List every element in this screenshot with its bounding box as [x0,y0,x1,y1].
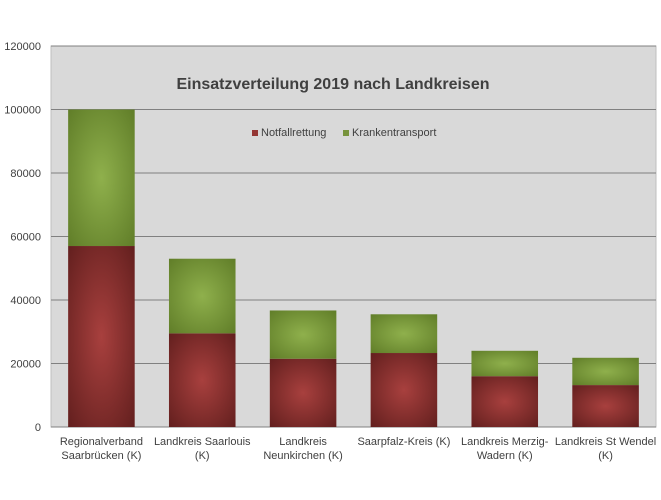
y-tick-label: 100000 [4,105,41,117]
x-category-label: Saarpfalz-Kreis (K) [357,436,450,448]
bar-krankentransport [370,314,438,354]
bars [68,109,639,427]
chart-title: Einsatzverteilung 2019 nach Landkreisen [176,76,489,93]
y-tick-label: 0 [35,422,41,434]
bar-krankentransport [168,258,236,334]
bar-krankentransport [471,350,539,377]
bar-notfallrettung [68,246,135,427]
bar-notfallrettung [168,333,236,427]
bar-krankentransport [68,109,135,247]
x-category-label: Regionalverband Saarbrücken (K) [60,436,143,462]
y-tick-label: 60000 [10,232,41,244]
bar-notfallrettung [370,353,438,427]
y-tick-label: 20000 [10,359,41,371]
legend: Notfallrettung Krankentransport [252,127,436,139]
x-category-label: Landkreis Merzig-Wadern (K) [461,436,549,462]
bar-krankentransport [269,310,337,359]
legend-label: Notfallrettung [261,127,326,139]
y-tick-label: 40000 [10,295,41,307]
gridlines [51,45,656,428]
bar-notfallrettung [572,385,639,427]
x-category-label: Landkreis Neunkirchen (K) [263,436,342,462]
x-category-label: Landkreis St Wendel (K) [555,436,656,462]
y-axis-ticks: 0 20000 40000 60000 80000 100000 120000 [4,41,41,434]
y-tick-label: 80000 [10,168,41,180]
legend-swatch [252,130,258,136]
bar-notfallrettung [471,376,539,427]
legend-label: Krankentransport [352,127,436,139]
y-tick-label: 120000 [4,41,41,53]
legend-swatch [343,130,349,136]
bar-krankentransport [572,357,639,386]
x-category-label: Landkreis Saarlouis (K) [154,436,251,462]
x-axis-labels: Regionalverband Saarbrücken (K) Landkreis … [60,436,656,462]
bar-notfallrettung [269,358,337,427]
